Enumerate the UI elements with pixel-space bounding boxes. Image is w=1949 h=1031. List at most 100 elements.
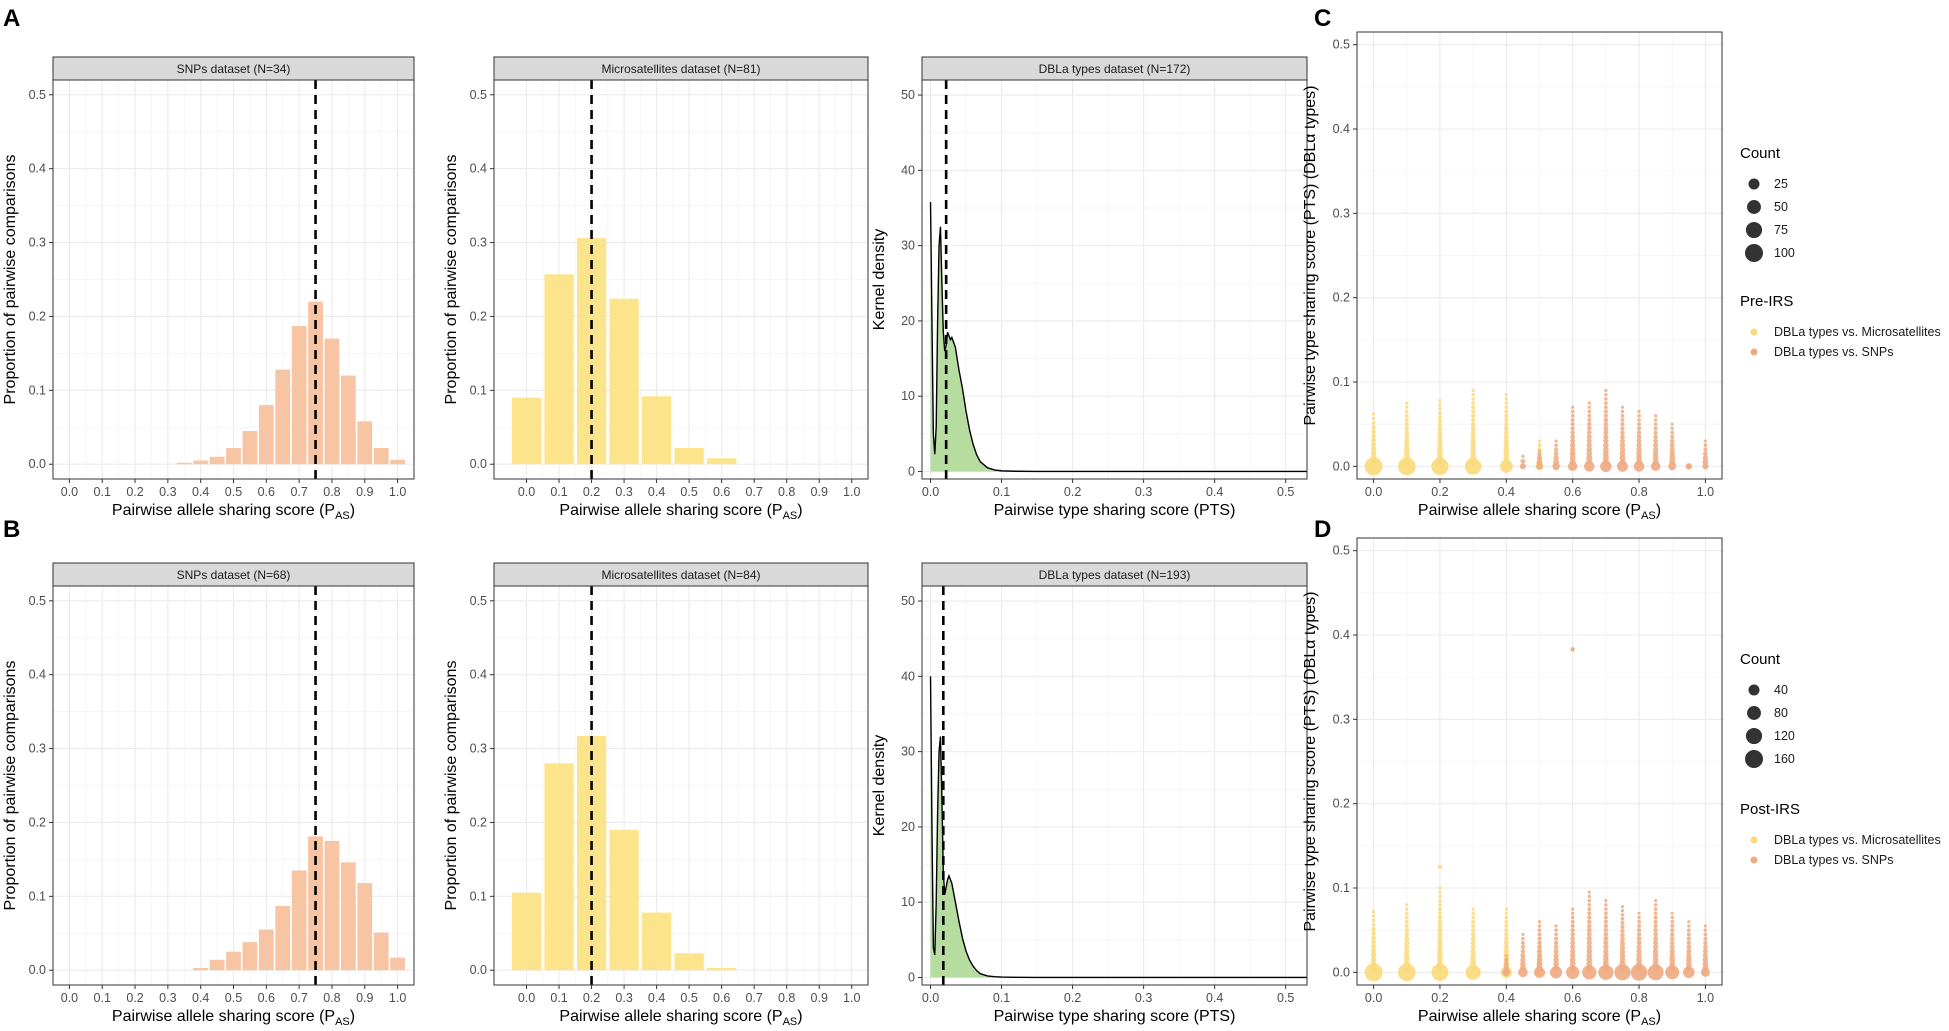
scatter-point [1570,409,1575,414]
scatter-point [1404,413,1409,418]
x-tick-label: 0.4 [192,485,209,499]
scatter-point [1604,392,1608,397]
bar [674,447,704,465]
scatter-point [1636,446,1642,453]
bar [357,883,373,971]
scatter-point [1438,902,1442,907]
scatter-point [1636,430,1642,435]
legend-group-title: Post-IRS [1740,801,1800,818]
bar [340,375,356,465]
y-tick-label: 0.2 [1333,797,1350,811]
x-tick-label: 0.0 [61,485,78,499]
scatter-count-point [1600,460,1612,473]
scatter-point [1586,956,1593,963]
bar [390,957,405,971]
panel-border [1356,31,1723,480]
scatter-point [1586,948,1593,955]
legend-count-title: Count [1740,145,1781,162]
scatter-point [1437,439,1443,445]
scatter-point [1587,890,1591,894]
x-tick-label: 0.0 [922,991,939,1005]
scatter-point [1570,422,1575,427]
y-tick-label: 0.2 [1333,291,1350,305]
scatter-point [1404,434,1410,440]
scatter-point [1371,420,1376,425]
scatter-point [1553,451,1559,457]
x-axis-title: Pairwise type sharing score (PTS) [994,502,1236,519]
scatter-point [1404,417,1409,422]
scatter-point [1404,422,1409,427]
legend-size-label: 75 [1774,223,1788,237]
scatter-point [1553,940,1559,946]
scatter-point [1571,405,1575,409]
x-tick-label: 1.0 [389,485,406,499]
scatter-point [1637,915,1641,920]
scatter-point [1603,936,1609,942]
scatter-point [1586,931,1592,937]
scatter-count-point [1552,462,1560,471]
x-tick-label: 0.4 [648,485,665,499]
scatter-point [1570,919,1575,924]
y-axis-title: Proportion of pairwise comparisons [443,155,460,405]
panel-border [921,79,1308,480]
scatter-point [1619,953,1626,959]
scatter-point [1569,450,1576,457]
scatter-point [1619,454,1626,461]
scatter-point [1504,915,1509,920]
scatter-point [1652,956,1659,963]
legend-count-title: Count [1740,651,1781,668]
bar [544,763,574,971]
scatter-point [1587,911,1592,916]
x-axis-title: Pairwise allele sharing score (PAS) [112,1008,355,1028]
x-tick-label: 0.6 [713,485,730,499]
bar [226,951,241,971]
bar [242,942,258,971]
x-tick-label: 0.1 [94,485,111,499]
scatter-point [1504,928,1509,933]
scatter-point [1504,397,1509,401]
scatter-point [1686,944,1692,950]
x-tick-label: 0.7 [290,485,307,499]
x-axis-title-close: ) [1656,502,1661,519]
scatter-point [1437,915,1443,920]
y-tick-label: 20 [901,314,915,328]
x-tick-label: 0.1 [550,991,567,1005]
scatter-point [1570,915,1575,920]
scatter-point [1371,437,1376,443]
y-tick-label: 0.0 [1333,965,1350,979]
y-tick-label: 0.1 [1333,881,1350,895]
panel-letter-c: C [1314,5,1331,32]
scatter-point [1586,450,1593,457]
x-tick-label: 0.3 [1135,485,1152,499]
scatter-point [1371,922,1376,927]
x-tick-label: 0.5 [225,991,242,1005]
scatter-point [1404,442,1410,448]
scatter-point [1669,952,1675,959]
marks [929,201,1307,473]
scatter-point [1371,918,1376,923]
scatter-point [1405,405,1409,410]
scatter-point [1619,945,1626,951]
scatter-point [1619,941,1625,947]
panel-border [921,585,1308,986]
scatter-point [1437,927,1443,933]
y-tick-label: 0.5 [29,594,46,608]
scatter-point [1587,413,1592,418]
x-axis-title-subscript: AS [335,1016,350,1028]
scatter-point [1437,435,1443,441]
y-tick-label: 0.4 [1333,122,1350,136]
scatter-point [1437,944,1443,950]
scatter-point [1504,409,1509,414]
scatter-point [1636,426,1642,431]
scatter-point [1503,940,1509,946]
scatter-count-point [1647,964,1664,981]
scatter-point [1636,928,1642,933]
scatter-point [1703,944,1708,950]
scatter-point [1404,923,1409,929]
scatter-point [1537,924,1542,928]
scatter-point [1570,442,1576,448]
strip-label: SNPs dataset (N=34) [177,62,291,76]
scatter-point [1637,418,1641,422]
scatter-point [1620,921,1625,926]
